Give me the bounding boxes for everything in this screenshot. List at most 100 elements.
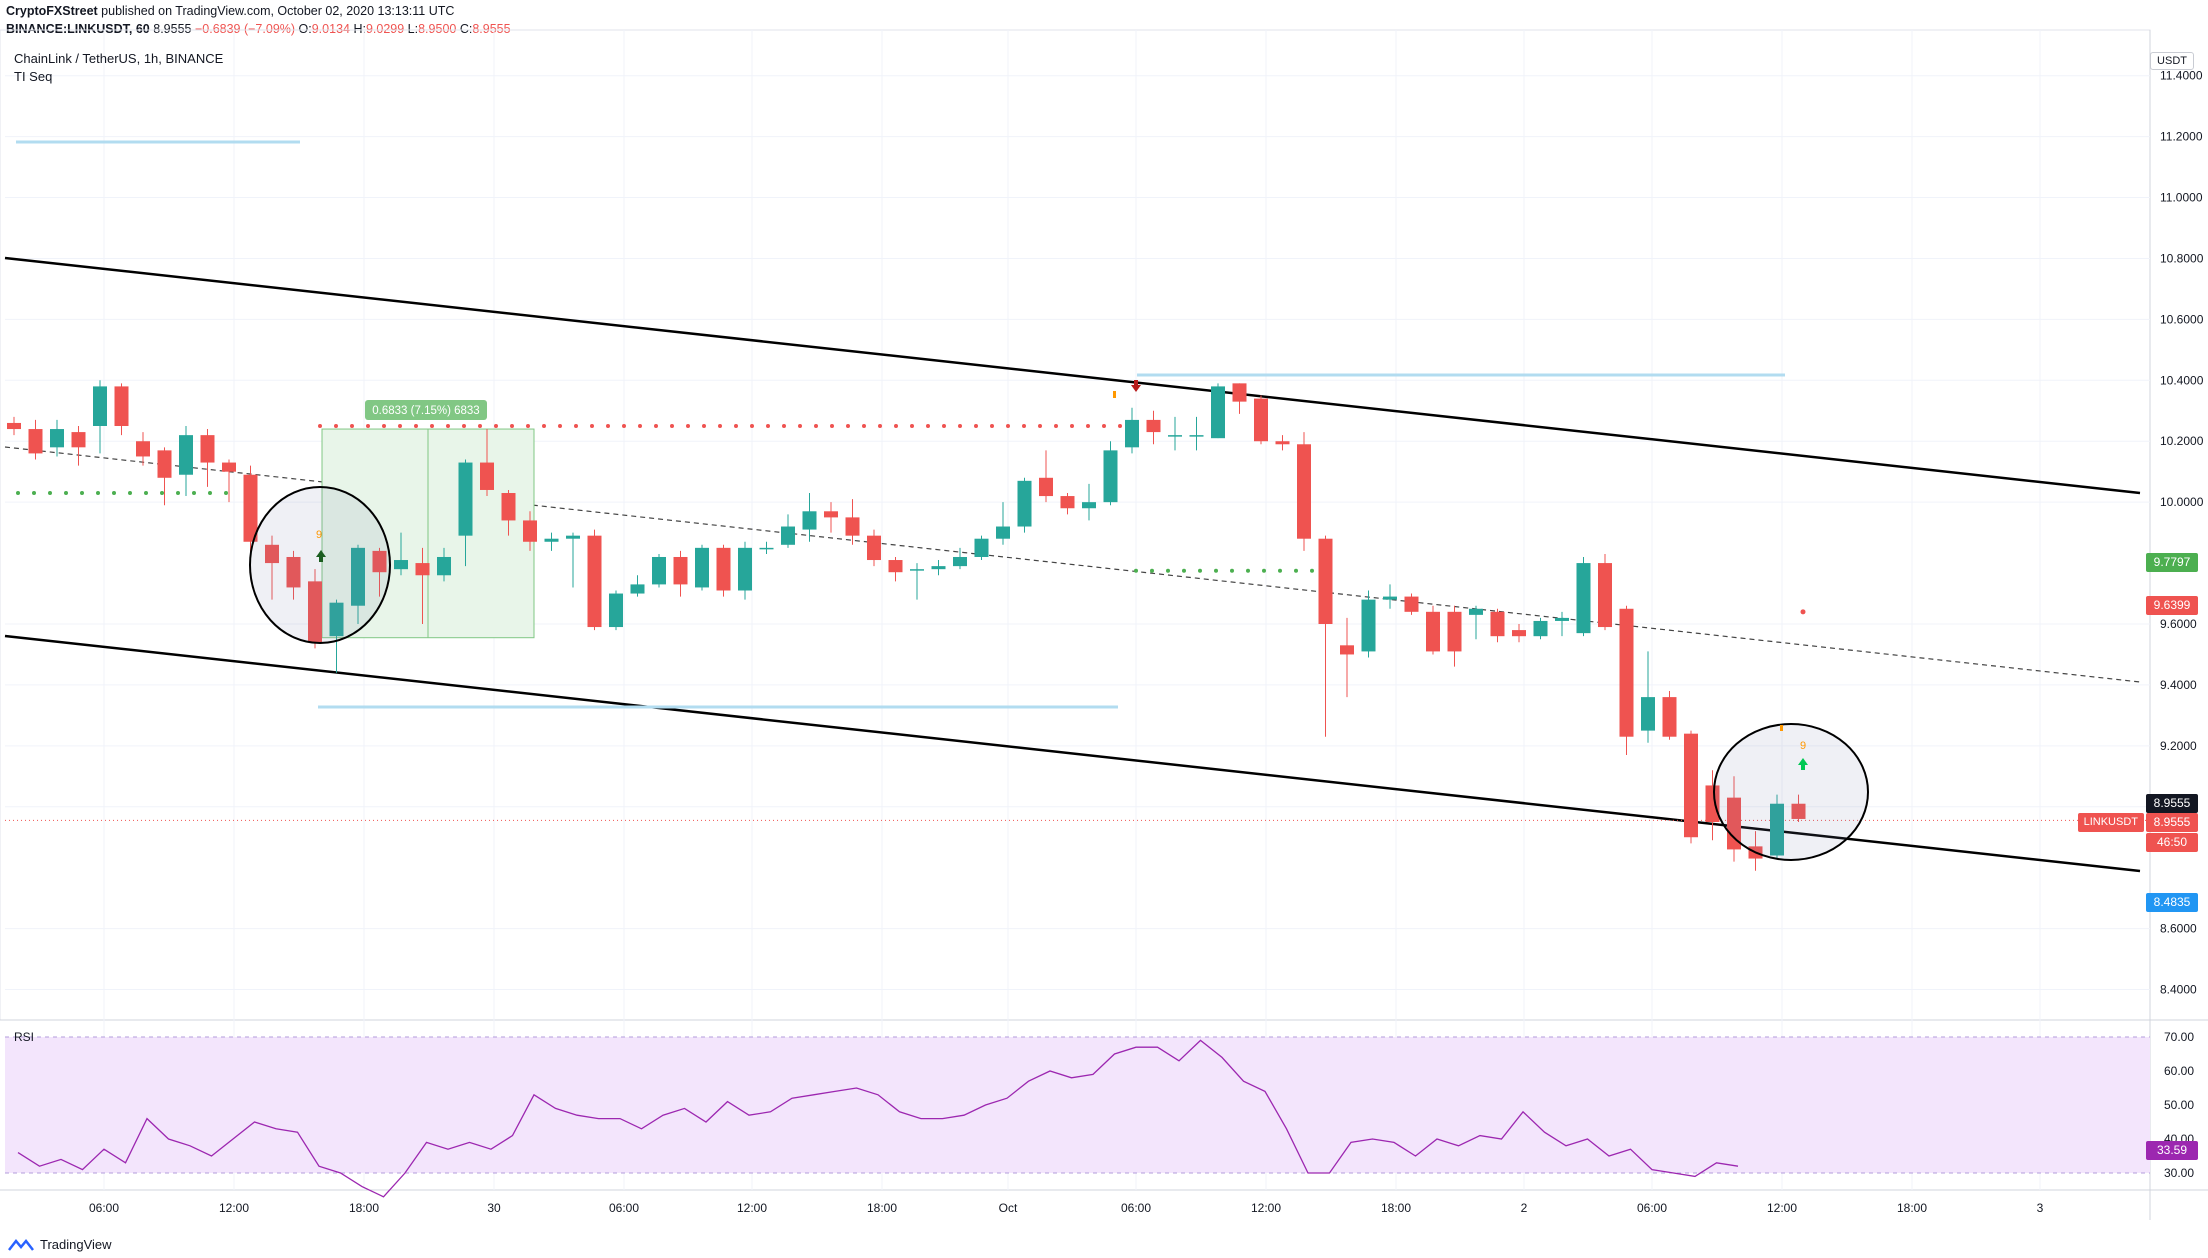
current-price-tag: 8.9555	[2146, 794, 2198, 813]
indicator-name[interactable]: TI Seq	[14, 69, 53, 84]
candle-body	[1533, 620, 1548, 637]
stop-dot-red	[398, 424, 402, 428]
chart-title[interactable]: ChainLink / TetherUS, 1h, BINANCE	[14, 51, 224, 66]
stop-dot-red	[734, 424, 738, 428]
stop-dot-red	[638, 424, 642, 428]
candle-body	[437, 556, 451, 576]
candle-body	[222, 462, 236, 472]
time-tick-label: 12:00	[1767, 1201, 1797, 1215]
candle-body	[1297, 444, 1311, 539]
rsi-title[interactable]: RSI	[14, 1030, 35, 1044]
channel-upper-line	[4, 256, 2141, 495]
price-tick-label: 11.2000	[2160, 130, 2203, 144]
time-tick-label: 3	[2037, 1201, 2044, 1215]
candle-body	[1361, 599, 1376, 652]
stop-dot-green	[1182, 568, 1186, 573]
price-tick-label: 11.4000	[2160, 69, 2203, 83]
candle-body	[1705, 785, 1720, 822]
stop-dot-red	[990, 424, 994, 428]
candle-body	[673, 556, 688, 585]
tradingview-logo-icon	[8, 1238, 34, 1251]
stop-dot-green	[192, 491, 196, 496]
stop-dot-green	[1294, 568, 1298, 573]
low-value: 8.9500	[418, 22, 457, 36]
candle-body	[888, 560, 903, 573]
stop-dot-red	[686, 424, 690, 428]
candle-body	[136, 441, 150, 457]
candle-body	[1146, 419, 1161, 433]
stop-dot-green	[16, 491, 20, 496]
setup-marker	[1780, 725, 1783, 731]
stop-dot-green	[128, 491, 132, 496]
channel-lower-line	[4, 634, 2141, 873]
candle-body	[1125, 419, 1139, 448]
candle-body	[157, 450, 172, 478]
publisher-name[interactable]: CryptoFXStreet	[6, 4, 98, 18]
candle-body	[1340, 645, 1354, 655]
time-tick-label: 06:00	[1637, 1201, 1667, 1215]
candle-body	[458, 462, 473, 536]
candle-body	[28, 429, 43, 454]
candle-body	[1619, 608, 1634, 737]
candle-body	[50, 429, 64, 448]
candle-body	[1426, 611, 1440, 652]
stop-dot-red	[1102, 424, 1106, 428]
candle-body	[351, 547, 365, 606]
stop-dot-red	[1022, 424, 1026, 428]
candle-body	[953, 556, 967, 567]
stop-dot-red	[318, 424, 322, 428]
candle-body	[566, 535, 580, 539]
candle-body	[394, 560, 408, 570]
candle-body	[1598, 563, 1612, 628]
time-tick-label: 12:00	[219, 1201, 249, 1215]
highlight-circle-left	[249, 486, 391, 644]
candle-body	[652, 556, 666, 585]
candle-body	[1727, 797, 1741, 850]
candle-body	[93, 386, 107, 426]
high-label: H:	[353, 22, 366, 36]
stop-dot-red	[670, 424, 674, 428]
stop-dot-red	[606, 424, 610, 428]
measure-label: 0.6833 (7.15%) 6833	[372, 405, 479, 417]
candle-body	[630, 584, 645, 594]
stop-dot-red	[446, 424, 450, 428]
stop-dot-red	[942, 424, 946, 428]
stop-dot-red	[766, 424, 770, 428]
candle-body	[1211, 386, 1225, 439]
stop-dot-green	[1310, 568, 1314, 573]
candle-body	[243, 474, 258, 542]
ohlc-line: BINANCE:LINKUSDT, 60 8.9555 −0.6839 (−7.…	[6, 20, 511, 38]
buy-arrow-icon	[316, 550, 326, 562]
candle-body	[1254, 398, 1268, 442]
currency-button[interactable]: USDT	[2150, 52, 2194, 70]
candle-body	[867, 535, 881, 561]
candle-body	[910, 569, 924, 571]
candle-body	[372, 550, 387, 573]
price-tick-label: 10.6000	[2160, 312, 2204, 326]
stop-dot-green	[80, 491, 84, 496]
candle-body	[1512, 630, 1526, 637]
price-tick-label: 9.4000	[2160, 678, 2197, 692]
stop-dot-red	[1006, 424, 1010, 428]
stop-dot-red	[862, 424, 866, 428]
candle-body	[738, 547, 752, 591]
candle-body	[1318, 538, 1333, 624]
candle-body	[1189, 435, 1204, 437]
candle-body	[1383, 596, 1397, 600]
candle-body	[114, 386, 129, 426]
close-label: C:	[459, 22, 473, 36]
candle-body	[1576, 563, 1591, 634]
time-tick-label: 30	[487, 1201, 501, 1215]
stop-dot-red	[542, 424, 546, 428]
stop-dot-red	[958, 424, 962, 428]
stop-dot-green	[208, 491, 212, 496]
candle-body	[7, 422, 21, 430]
tradingview-footer[interactable]: TradingView	[8, 1237, 112, 1252]
time-tick-label: 12:00	[737, 1201, 767, 1215]
candle-body	[1662, 697, 1677, 737]
stop-dot-red	[702, 424, 706, 428]
candle-body	[781, 526, 795, 545]
stop-dot-red	[910, 424, 914, 428]
candle-body	[1275, 441, 1290, 445]
